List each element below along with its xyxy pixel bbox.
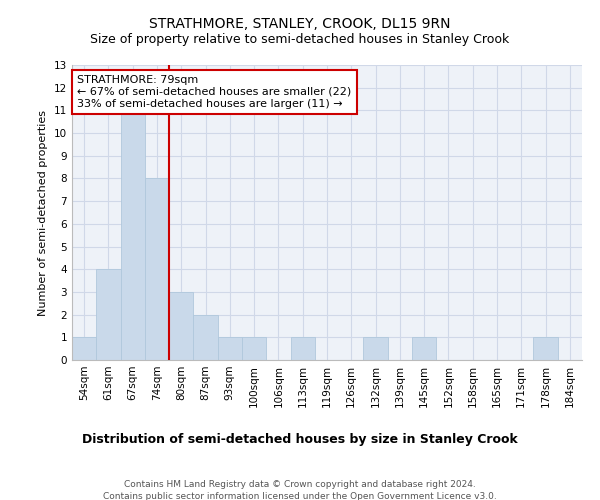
Bar (96, 269, 121, 360)
Bar (193, 314, 218, 360)
Bar (121, 110, 145, 360)
Y-axis label: Number of semi-detached properties: Number of semi-detached properties (38, 110, 49, 316)
Bar (412, 338, 436, 360)
Bar (72, 338, 96, 360)
Bar (169, 292, 193, 360)
Bar (364, 338, 388, 360)
Bar (242, 338, 266, 360)
Text: STRATHMORE: 79sqm
← 67% of semi-detached houses are smaller (22)
33% of semi-det: STRATHMORE: 79sqm ← 67% of semi-detached… (77, 76, 352, 108)
Text: STRATHMORE, STANLEY, CROOK, DL15 9RN: STRATHMORE, STANLEY, CROOK, DL15 9RN (149, 18, 451, 32)
Bar (290, 338, 315, 360)
Text: Contains HM Land Registry data © Crown copyright and database right 2024.
Contai: Contains HM Land Registry data © Crown c… (103, 480, 497, 500)
Bar (218, 338, 242, 360)
Text: Distribution of semi-detached houses by size in Stanley Crook: Distribution of semi-detached houses by … (82, 432, 518, 446)
Bar (145, 178, 169, 360)
Bar (533, 338, 558, 360)
Text: Size of property relative to semi-detached houses in Stanley Crook: Size of property relative to semi-detach… (91, 32, 509, 46)
